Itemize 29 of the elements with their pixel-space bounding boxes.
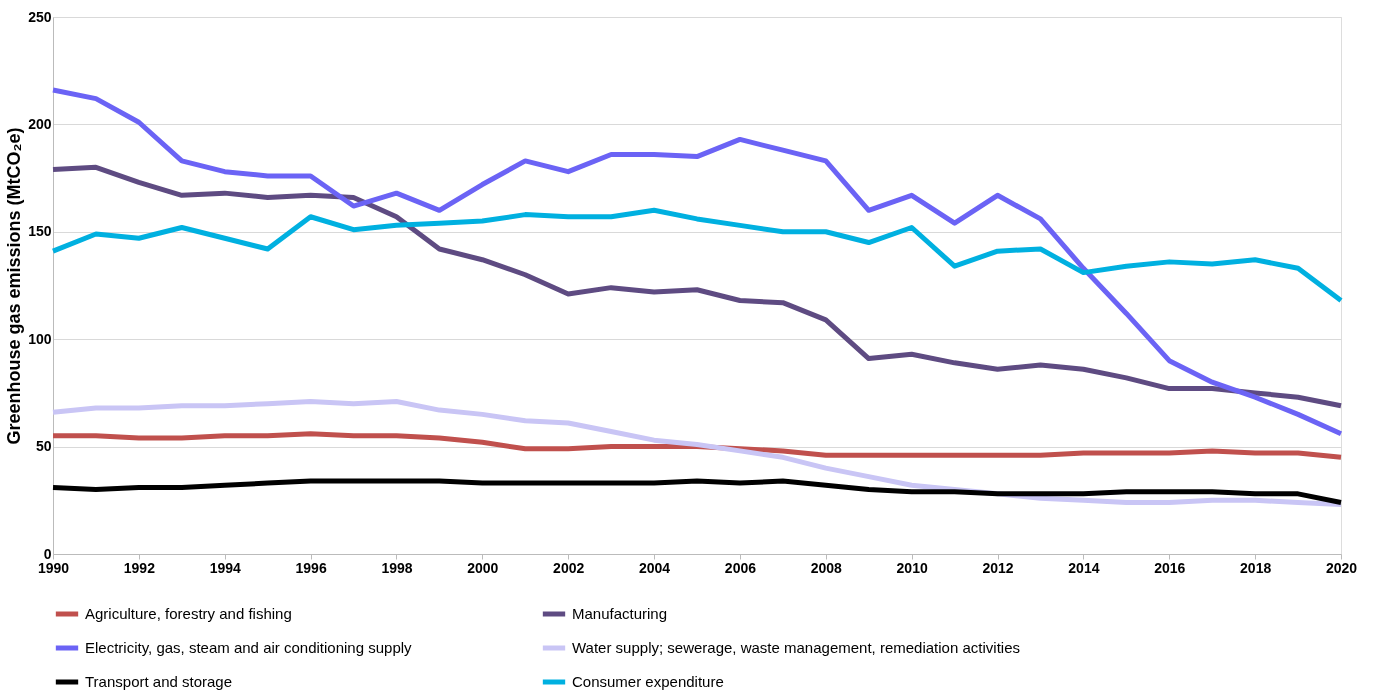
x-tick-label: 2004 [638, 559, 671, 576]
x-tick-label: 2020 [1325, 559, 1358, 576]
x-tick-label: 2016 [1154, 559, 1186, 576]
legend-label: Consumer expenditure [572, 673, 724, 690]
x-tick-label: 2018 [1240, 559, 1272, 576]
x-tick-label: 2008 [810, 559, 843, 576]
x-tick-label: 2014 [1068, 559, 1100, 576]
x-tick-label: 2010 [896, 559, 928, 576]
x-tick-label: 2006 [724, 559, 757, 576]
y-tick-label: 0 [43, 545, 52, 562]
legend-label: Agriculture, forestry and fishing [85, 605, 292, 622]
x-tick-label: 2000 [467, 559, 499, 576]
y-tick-label: 250 [28, 8, 52, 25]
x-tick-label: 1996 [295, 559, 327, 576]
x-tick-label: 1990 [37, 559, 70, 576]
x-tick-label: 2002 [553, 559, 585, 576]
x-tick-label: 1992 [123, 559, 156, 576]
y-tick-label: 150 [28, 223, 52, 240]
y-tick-label: 100 [28, 330, 52, 347]
legend-label: Electricity, gas, steam and air conditioning supply [85, 639, 413, 656]
x-tick-label: 1998 [381, 559, 413, 576]
x-tick-label: 1994 [209, 559, 242, 576]
legend-label: Water supply; sewerage, waste management, remediation activities [572, 639, 1020, 656]
y-tick-label: 200 [28, 115, 52, 132]
x-tick-label: 2012 [982, 559, 1014, 576]
y-tick-label: 50 [35, 438, 52, 455]
legend-label: Transport and storage [85, 673, 233, 690]
y-axis-title: Greenhouse gas emissions (MtCO₂e) [4, 127, 25, 445]
legend-label: Manufacturing [572, 605, 668, 622]
